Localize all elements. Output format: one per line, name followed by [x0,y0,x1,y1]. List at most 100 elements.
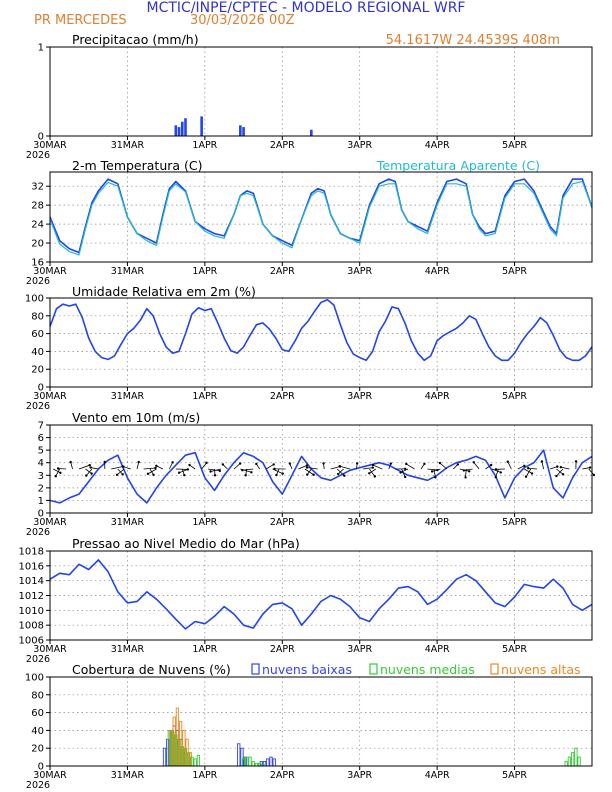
wind-arrow-head [467,470,471,473]
wind-arrow [495,468,499,478]
temp-ytick-label: 28 [31,201,44,212]
wind-arrow-head [373,475,377,478]
rh-ytick-label: 0 [38,383,44,394]
temp-xtick-label: 30MAR [33,266,67,277]
clouds-xtick-label: 2APR [270,770,295,781]
wind-arrow-head [281,472,284,475]
rh-ytick-label: 60 [31,329,44,340]
wind-arrow-head [371,466,374,469]
wind-arrow-head [177,471,181,474]
legend-high-label: nuvens altas [501,662,581,677]
wind-arrow-head [592,473,596,477]
wind-arrow [433,468,436,478]
pressure-ytick-label: 1012 [19,591,44,602]
wind-arrow [233,463,241,470]
clouds-bar-1 [251,761,255,767]
precip-xtick-label: 3APR [347,140,372,151]
wind-arrow [147,468,157,475]
wind-arrow-head [403,475,407,479]
precip-xtick-label: 2APR [270,140,295,151]
wind-arrow [210,468,222,472]
wind-arrow-head [489,463,493,467]
wind-arrow [55,468,61,477]
wind-arrow [528,467,538,470]
wind-arrow-head [89,466,92,469]
wind-arrow [336,468,345,477]
temp-series-line-1 [49,180,593,256]
wind-panel: 0 1 23 45 67 30MAR 31MAR 1APR 2APR 3APR 4APR 5APR 20… [26,421,596,538]
rh-xtick-label: 3APR [347,391,372,402]
chart-title: MCTIC/INPE/CPTEC - MODELO REGIONAL WRF [147,0,466,16]
wind-arrow-head [288,462,292,465]
clouds-bar-0 [266,758,270,767]
pressure-xtick-label: 30MAR [33,644,67,655]
wind-arrow [116,468,125,476]
temp-xtick-label: 1APR [192,266,217,277]
clouds-bar-1 [570,752,575,767]
wind-xtick-label: 5APR [502,517,527,528]
wind-arrow-head [530,472,534,475]
wind-arrow [491,468,501,473]
clouds-ytick-label: 40 [31,726,44,737]
wind-arrow-head [527,467,530,470]
wind-arrow-head [275,473,278,477]
wind-arrow [242,468,254,471]
wind-arrow [556,468,564,475]
wind-arrow-head [255,462,258,466]
wind-arrow [306,467,318,470]
wind-arrow-head [399,471,402,474]
wind-arrow-head [213,474,217,477]
wind-arrow [265,464,274,470]
pressure-xtick-label: 3APR [347,644,372,655]
wind-arrow-head [336,472,340,476]
temp-ytick-label: 20 [31,239,44,250]
wind-arrow [406,463,415,470]
temp-xtick-label: 2APR [270,266,295,277]
clouds-bar-1 [248,756,252,767]
precip-bar [239,125,242,136]
wind-arrow [517,465,525,470]
wind-arrow-head [555,474,558,478]
rh-xtick-label: 5APR [502,391,527,402]
pressure-year-label: 2026 [26,654,50,665]
wind-arrow [369,468,377,474]
wind-xtick-label: 1APR [192,517,217,528]
temp-series-line-0 [49,178,593,254]
wind-arrow-head [272,463,275,466]
wind-arrow-head [122,465,125,468]
legend-low-label: nuvens baixas [262,662,352,677]
rh-xtick-label: 1APR [192,391,217,402]
clouds-ytick-label: 100 [25,673,44,684]
wind-arrow-head [90,472,93,475]
wind-arrow-head [88,463,91,467]
wind-series-line-0 [49,449,593,504]
wind-arrow [330,466,341,470]
clouds-xtick-label: 3APR [347,770,372,781]
wind-arrow-head [54,474,57,478]
wind-arrow-head [221,463,225,466]
clouds-bar-1 [196,754,201,767]
wind-arrow [525,468,532,477]
wind-arrow [541,461,544,470]
wind-arrow-head [462,469,466,472]
temp-xtick-label: 5APR [502,266,527,277]
wind-arrow-head [305,466,309,469]
rh-xtick-label: 31MAR [111,391,145,402]
clouds-ytick-label: 20 [31,744,44,755]
wind-arrow-head [434,476,437,479]
rh-ytick-label: 80 [31,311,44,322]
wind-arrow-head [69,460,72,464]
pressure-xtick-label: 5APR [502,644,527,655]
wind-arrow-head [499,471,502,474]
wind-arrow-head [322,462,325,465]
precip-bar [180,121,184,136]
pressure-panel: 1006 1008 1010 1012 1014 1016 1018 30MAR 31MAR 1A… [19,547,593,665]
clouds-ytick-label: 0 [38,762,44,773]
wind-arrow [401,468,406,478]
pressure-series-line-0 [49,559,593,630]
precip-year-label: 2026 [26,150,50,161]
rh-series-line-0 [49,298,593,362]
wind-arrow [85,468,93,476]
wind-arrow-head [438,461,442,465]
